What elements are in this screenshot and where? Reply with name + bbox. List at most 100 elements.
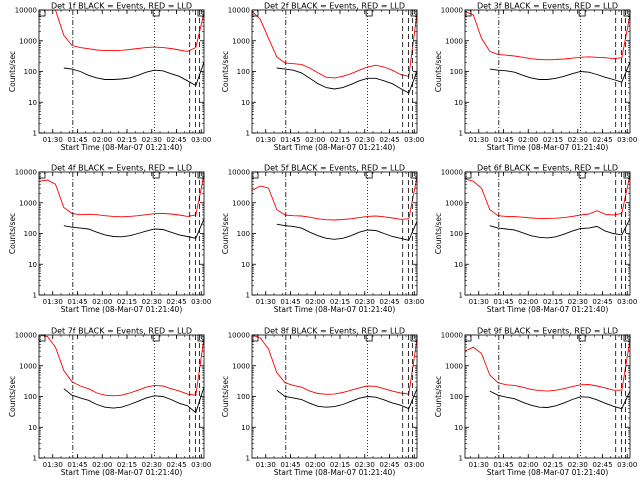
y-tick-label: 10 — [28, 99, 37, 107]
x-tick-label: 02:15 — [117, 461, 137, 469]
x-tick-label: 02:15 — [330, 298, 350, 306]
y-tick-label: 1 — [459, 292, 463, 300]
y-tick-label: 10000 — [15, 332, 37, 340]
chart-panel: Det 7f BLACK = Events, RED = LLD 1 10 100 10… — [8, 327, 211, 478]
chart-title: Det 8f BLACK = Events, RED = LLD — [264, 327, 405, 336]
x-tick-label: 02:30 — [142, 461, 162, 469]
x-tick-label: 01:30 — [469, 461, 489, 469]
x-tick-label: 02:15 — [330, 461, 350, 469]
x-tick-label: 01:45 — [493, 136, 513, 144]
x-tick-label: 01:45 — [493, 461, 513, 469]
y-tick-label: 1000 — [232, 199, 250, 207]
x-axis-label: Start Time (08-Mar-07 01:21:40) — [487, 468, 609, 477]
x-tick-label: 02:45 — [379, 298, 399, 306]
chart-title: Det 9f BLACK = Events, RED = LLD — [477, 327, 618, 336]
y-tick-label: 100 — [24, 68, 37, 76]
x-tick-label: 01:30 — [469, 298, 489, 306]
y-tick-label: 10 — [454, 424, 463, 432]
x-tick-label: 01:30 — [469, 136, 489, 144]
x-tick-label: 02:45 — [592, 461, 612, 469]
x-tick-label: 02:00 — [92, 298, 112, 306]
y-tick-label: 100 — [237, 68, 250, 76]
chart-panel: Det 3f BLACK = Events, RED = LLD 1 10 100 10… — [434, 2, 637, 153]
x-tick-label: 01:45 — [67, 298, 87, 306]
y-tick-label: 1 — [33, 130, 37, 138]
plot-frame — [464, 334, 631, 459]
interval-marker — [365, 9, 373, 17]
plot-frame — [464, 9, 631, 134]
x-tick-label: 01:30 — [256, 298, 276, 306]
x-tick-label: 03:00 — [191, 461, 211, 469]
x-tick-label: 03:00 — [191, 136, 211, 144]
x-tick-label: 02:00 — [305, 136, 325, 144]
x-axis-label: Start Time (08-Mar-07 01:21:40) — [487, 143, 609, 152]
x-tick-label: 03:00 — [404, 136, 424, 144]
interval-marker — [152, 9, 160, 17]
x-tick-label: 02:15 — [330, 136, 350, 144]
x-axis-label: Start Time (08-Mar-07 01:21:40) — [274, 468, 396, 477]
interval-marker — [152, 171, 160, 179]
x-tick-label: 02:30 — [568, 298, 588, 306]
x-tick-label: 02:30 — [568, 136, 588, 144]
y-tick-label: 1000 — [19, 362, 37, 370]
series-line-events — [276, 67, 417, 94]
x-tick-label: 02:00 — [92, 136, 112, 144]
y-tick-label: 10 — [454, 261, 463, 269]
plot-frame — [251, 171, 418, 296]
x-tick-label: 02:30 — [142, 298, 162, 306]
chart-title: Det 6f BLACK = Events, RED = LLD — [477, 164, 618, 173]
x-tick-label: 01:45 — [493, 298, 513, 306]
y-tick-label: 1 — [246, 455, 250, 463]
chart-panel: Det 9f BLACK = Events, RED = LLD 1 10 100 10… — [434, 327, 637, 478]
series-line-lld — [465, 339, 630, 392]
x-tick-label: 02:15 — [117, 136, 137, 144]
y-tick-label: 100 — [24, 393, 37, 401]
y-axis-label: Counts/sec — [221, 376, 230, 417]
plot-frame — [464, 171, 631, 296]
x-tick-label: 01:45 — [280, 461, 300, 469]
y-tick-label: 1000 — [445, 362, 463, 370]
y-tick-label: 10000 — [441, 169, 463, 177]
chart-title: Det 1f BLACK = Events, RED = LLD — [51, 2, 192, 11]
x-axis-label: Start Time (08-Mar-07 01:21:40) — [274, 305, 396, 314]
x-tick-label: 01:30 — [43, 136, 63, 144]
x-tick-label: 01:45 — [280, 136, 300, 144]
y-tick-label: 1 — [246, 292, 250, 300]
y-tick-label: 100 — [450, 68, 463, 76]
y-axis-label: Counts/sec — [434, 51, 443, 92]
y-tick-label: 10000 — [441, 332, 463, 340]
y-tick-label: 10000 — [228, 332, 250, 340]
x-tick-label: 03:00 — [617, 461, 637, 469]
y-tick-label: 10 — [454, 99, 463, 107]
y-tick-label: 10000 — [228, 169, 250, 177]
plot-frame — [38, 171, 205, 296]
series-line-events — [489, 218, 630, 239]
y-axis-label: Counts/sec — [434, 213, 443, 254]
x-tick-label: 03:00 — [404, 461, 424, 469]
x-tick-label: 02:30 — [142, 136, 162, 144]
chart-title: Det 4f BLACK = Events, RED = LLD — [51, 164, 192, 173]
chart-title: Det 3f BLACK = Events, RED = LLD — [477, 2, 618, 11]
y-tick-label: 1000 — [19, 199, 37, 207]
series-line-events — [63, 387, 204, 414]
y-tick-label: 10000 — [15, 169, 37, 177]
series-line-lld — [39, 335, 204, 397]
x-tick-label: 02:00 — [305, 461, 325, 469]
x-tick-label: 03:00 — [617, 298, 637, 306]
series-line-events — [489, 390, 630, 410]
chart-panel: Det 5f BLACK = Events, RED = LLD 1 10 100 10… — [221, 164, 424, 315]
chart-panel: Det 8f BLACK = Events, RED = LLD 1 10 100 10… — [221, 327, 424, 478]
chart-title: Det 5f BLACK = Events, RED = LLD — [264, 164, 405, 173]
plot-frame — [251, 9, 418, 134]
x-tick-label: 02:00 — [518, 461, 538, 469]
x-tick-label: 01:45 — [67, 461, 87, 469]
y-axis-label: Counts/sec — [8, 213, 17, 254]
y-tick-label: 1 — [459, 455, 463, 463]
x-tick-label: 03:00 — [617, 136, 637, 144]
y-axis-label: Counts/sec — [221, 51, 230, 92]
x-axis-label: Start Time (08-Mar-07 01:21:40) — [274, 143, 396, 152]
series-line-events — [63, 218, 204, 239]
y-tick-label: 10 — [28, 261, 37, 269]
x-tick-label: 02:45 — [166, 136, 186, 144]
series-line-lld — [252, 176, 417, 221]
